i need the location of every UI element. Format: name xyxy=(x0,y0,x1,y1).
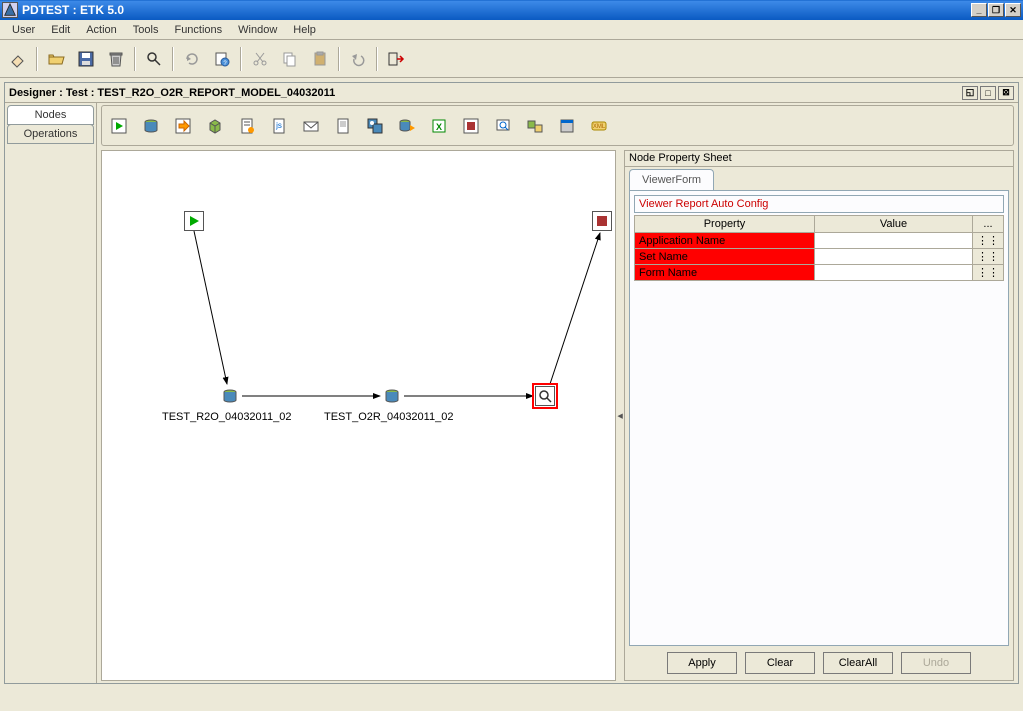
property-value[interactable] xyxy=(815,265,973,281)
save-icon[interactable] xyxy=(72,45,100,73)
exit-icon[interactable] xyxy=(382,45,410,73)
property-button-row: Apply Clear ClearAll Undo xyxy=(625,646,1013,680)
db-node-2[interactable] xyxy=(382,386,402,406)
tab-viewerform[interactable]: ViewerForm xyxy=(629,169,714,190)
tab-operations[interactable]: Operations xyxy=(7,124,94,144)
window-titlebar: PDTEST : ETK 5.0 _ ❐ ✕ xyxy=(0,0,1023,20)
script-node-icon[interactable]: js xyxy=(266,113,292,139)
table-row: Form Name ⋮⋮ xyxy=(635,265,1004,281)
node-toolbar: js X XML xyxy=(101,105,1014,146)
property-section-title: Viewer Report Auto Config xyxy=(634,195,1004,213)
search-icon[interactable] xyxy=(140,45,168,73)
config-icon[interactable]: ? xyxy=(208,45,236,73)
menu-edit[interactable]: Edit xyxy=(43,22,78,38)
clearall-button[interactable]: ClearAll xyxy=(823,652,893,674)
table-row: Application Name ⋮⋮ xyxy=(635,233,1004,249)
excel-node-icon[interactable]: X xyxy=(426,113,452,139)
svg-text:X: X xyxy=(436,122,442,132)
xml-node-icon[interactable]: XML xyxy=(586,113,612,139)
multi-node-icon[interactable] xyxy=(362,113,388,139)
svg-text:js: js xyxy=(275,121,282,130)
app-icon xyxy=(2,2,18,18)
maximize-button[interactable]: ❐ xyxy=(988,3,1004,17)
page-node-icon[interactable] xyxy=(330,113,356,139)
menu-action[interactable]: Action xyxy=(78,22,125,38)
designer-title: Designer : Test : TEST_R2O_O2R_REPORT_MO… xyxy=(9,87,962,99)
end-node[interactable] xyxy=(592,211,612,231)
db-node-1[interactable] xyxy=(220,386,240,406)
cube-node-icon[interactable] xyxy=(202,113,228,139)
table-row: Set Name ⋮⋮ xyxy=(635,249,1004,265)
undo-button[interactable]: Undo xyxy=(901,652,971,674)
window-title: PDTEST : ETK 5.0 xyxy=(22,3,971,17)
property-panel: Node Property Sheet ViewerForm Viewer Re… xyxy=(624,150,1014,681)
left-tab-strip: Nodes Operations xyxy=(5,103,97,683)
combo-node-icon[interactable] xyxy=(522,113,548,139)
menu-window[interactable]: Window xyxy=(230,22,285,38)
designer-close-button[interactable]: ⊠ xyxy=(998,86,1014,100)
svg-text:XML: XML xyxy=(593,124,606,130)
node-label-1: TEST_R2O_04032011_02 xyxy=(162,411,291,423)
clear-button[interactable]: Clear xyxy=(745,652,815,674)
delete-icon[interactable] xyxy=(102,45,130,73)
ellipsis-header: ... xyxy=(973,216,1004,233)
open-icon[interactable] xyxy=(42,45,70,73)
window-node-icon[interactable] xyxy=(554,113,580,139)
property-value[interactable] xyxy=(815,233,973,249)
property-panel-title: Node Property Sheet xyxy=(625,151,1013,167)
design-canvas[interactable]: TEST_R2O_04032011_02 TEST_O2R_04032011_0… xyxy=(101,150,616,681)
menubar: User Edit Action Tools Functions Window … xyxy=(0,20,1023,40)
property-dropdown-button[interactable]: ⋮⋮ xyxy=(973,265,1004,281)
viewer-node[interactable] xyxy=(535,386,555,406)
property-name: Set Name xyxy=(635,249,815,265)
start-node[interactable] xyxy=(184,211,204,231)
property-table: Property Value ... Application Name ⋮⋮ S… xyxy=(634,215,1004,281)
value-header: Value xyxy=(815,216,973,233)
apply-button[interactable]: Apply xyxy=(667,652,737,674)
node-label-2: TEST_O2R_04032011_02 xyxy=(324,411,453,423)
dbout-node-icon[interactable] xyxy=(394,113,420,139)
undo-icon[interactable] xyxy=(344,45,372,73)
menu-functions[interactable]: Functions xyxy=(166,22,230,38)
cut-icon[interactable] xyxy=(246,45,274,73)
db-node-icon[interactable] xyxy=(138,113,164,139)
designer-window: Designer : Test : TEST_R2O_O2R_REPORT_MO… xyxy=(4,82,1019,684)
mail-node-icon[interactable] xyxy=(298,113,324,139)
property-value[interactable] xyxy=(815,249,973,265)
arrow-node-icon[interactable] xyxy=(170,113,196,139)
main-toolbar: ? xyxy=(0,40,1023,78)
end-node-icon[interactable] xyxy=(458,113,484,139)
designer-titlebar: Designer : Test : TEST_R2O_O2R_REPORT_MO… xyxy=(5,83,1018,103)
designer-maximize-button[interactable]: □ xyxy=(980,86,996,100)
viewer-node-icon[interactable] xyxy=(490,113,516,139)
property-header: Property xyxy=(635,216,815,233)
paste-icon[interactable] xyxy=(306,45,334,73)
property-name: Form Name xyxy=(635,265,815,281)
doc-node-icon[interactable] xyxy=(234,113,260,139)
minimize-button[interactable]: _ xyxy=(971,3,987,17)
start-node-icon[interactable] xyxy=(106,113,132,139)
splitter[interactable]: ◀ xyxy=(616,148,624,683)
property-dropdown-button[interactable]: ⋮⋮ xyxy=(973,249,1004,265)
property-name: Application Name xyxy=(635,233,815,249)
designer-iconify-button[interactable]: ◱ xyxy=(962,86,978,100)
menu-help[interactable]: Help xyxy=(285,22,324,38)
copy-icon[interactable] xyxy=(276,45,304,73)
menu-user[interactable]: User xyxy=(4,22,43,38)
close-button[interactable]: ✕ xyxy=(1005,3,1021,17)
property-dropdown-button[interactable]: ⋮⋮ xyxy=(973,233,1004,249)
tab-nodes[interactable]: Nodes xyxy=(7,105,94,125)
menu-tools[interactable]: Tools xyxy=(125,22,167,38)
erase-icon[interactable] xyxy=(4,45,32,73)
refresh-icon[interactable] xyxy=(178,45,206,73)
